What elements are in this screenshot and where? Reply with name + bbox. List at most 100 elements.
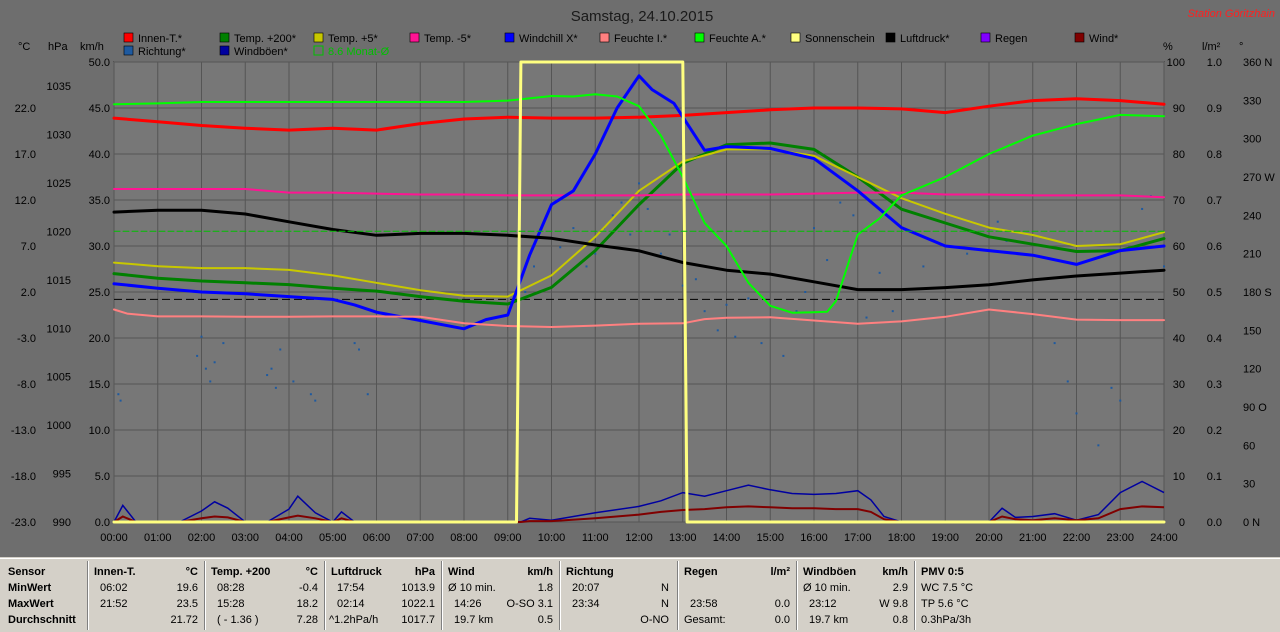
y-tick-label-dir: 180 S — [1243, 287, 1272, 299]
direction-point — [703, 310, 706, 313]
x-tick-label: 02:00 — [188, 532, 216, 544]
direction-point — [279, 348, 282, 351]
legend-swatch — [409, 32, 420, 43]
stats-temp200-max-value: 18.2 — [296, 598, 318, 610]
x-tick-label: 10:00 — [538, 532, 566, 544]
series-line-temp-200 — [112, 141, 1166, 306]
y-tick-label-speed: 30.0 — [89, 241, 110, 253]
legend-swatch — [313, 45, 324, 56]
legend-label: Richtung* — [138, 46, 186, 58]
y-tick-label-percent: 60 — [1173, 241, 1185, 253]
y-tick-label-speed: 45.0 — [89, 103, 110, 115]
direction-point — [716, 329, 719, 332]
stats-luftdruck-avg-value: 1017.7 — [401, 614, 435, 626]
stats-separator — [87, 561, 89, 630]
direction-point — [782, 354, 785, 357]
stats-temp200-title: Temp. +200 — [211, 566, 271, 578]
stats-luftdruck-min-value: 1013.9 — [401, 582, 435, 594]
y-tick-label-percent: 10 — [1173, 471, 1185, 483]
x-tick-label: 08:00 — [450, 532, 478, 544]
legend-label: Regen — [995, 33, 1027, 45]
legend-label: Temp. +5* — [328, 33, 379, 45]
direction-point — [119, 399, 122, 402]
y-tick-label-pressure: 1015 — [47, 275, 71, 287]
stats-wind-max-value: O-SO 3.1 — [506, 598, 553, 610]
direction-point — [878, 271, 881, 274]
stats-innen-title: Innen-T. — [94, 566, 136, 578]
direction-point — [358, 348, 360, 351]
y-tick-label-speed: 5.0 — [95, 471, 110, 483]
stats-pmv-column: PMV 0:5 WC 7.5 °C TP 5.6 °C 0.3hPa/3h — [917, 559, 1037, 632]
x-tick-label: 12:00 — [625, 532, 653, 544]
direction-point — [839, 201, 842, 204]
direction-point — [668, 233, 671, 236]
direction-point — [852, 214, 855, 217]
stats-luftdruck-column: Luftdruck hPa 17:54 1013.9 02:14 1022.1 ^1.… — [327, 559, 439, 632]
stats-wind-column: Wind km/h Ø 10 min. 1.8 14:26 O-SO 3.1 19.7… — [444, 559, 557, 632]
y-tick-label-dir: 270 W — [1243, 172, 1275, 184]
stats-wind-distance: 19.7 km — [454, 614, 494, 626]
direction-point — [117, 393, 120, 396]
stats-innen-unit: °C — [185, 566, 198, 578]
stats-regen-title: Regen — [684, 566, 718, 578]
y-tick-label-temp: -18.0 — [11, 471, 36, 483]
legend-label: Temp. +200* — [234, 33, 297, 45]
stats-regen-column: Regen l/m² 23:58 0.0 Gesamt: 0.0 — [680, 559, 794, 632]
y-tick-label-percent: 100 — [1167, 57, 1185, 69]
stats-temp200-unit: °C — [305, 566, 318, 578]
direction-point — [1066, 380, 1069, 383]
x-tick-label: 18:00 — [888, 532, 916, 544]
stats-temp200-min-value: -0.4 — [299, 582, 318, 594]
direction-point — [524, 291, 527, 293]
stats-windboeen-avg-value: 0.8 — [892, 614, 908, 626]
direction-point — [694, 278, 697, 281]
y-tick-label-speed: 20.0 — [89, 333, 110, 345]
stats-innen-max-value: 23.5 — [176, 598, 198, 610]
x-tick-label: 01:00 — [144, 532, 172, 544]
x-tick-label: 07:00 — [406, 532, 434, 544]
stats-temp200-max-time: 15:28 — [217, 598, 245, 610]
y-tick-label-pressure: 1000 — [47, 420, 71, 432]
legend-label: Sonnenschein — [805, 33, 875, 45]
direction-point — [200, 335, 203, 338]
stats-richtung-max-value: N — [661, 598, 669, 610]
y-tick-label-dir: 330 — [1243, 95, 1261, 107]
y-tick-label-temp: 7.0 — [21, 241, 36, 253]
direction-point — [725, 303, 728, 306]
stats-windboeen-unit: km/h — [882, 566, 908, 578]
y-tick-label-temp: -13.0 — [11, 425, 36, 437]
unit-rain: l/m² — [1202, 41, 1221, 53]
stats-windboeen-title: Windböen — [803, 566, 857, 578]
stats-separator — [324, 561, 326, 630]
y-tick-label-dir: 300 — [1243, 134, 1261, 146]
x-tick-label: 19:00 — [931, 532, 959, 544]
y-tick-label-percent: 90 — [1173, 103, 1185, 115]
x-tick-label: 24:00 — [1150, 532, 1178, 544]
legend-label: Feuchte A.* — [709, 33, 767, 45]
direction-point — [795, 310, 798, 313]
y-tick-label-dir: 30 — [1243, 479, 1255, 491]
y-tick-label-temp: 12.0 — [15, 195, 36, 207]
legend-swatch — [313, 32, 324, 43]
series-line-windchill-x — [112, 74, 1166, 331]
stats-sensor-title: Sensor — [8, 566, 46, 578]
direction-point — [572, 227, 575, 230]
y-tick-label-percent: 50 — [1173, 287, 1185, 299]
y-tick-label-pressure: 1035 — [47, 81, 71, 93]
direction-point — [274, 386, 277, 389]
direction-point — [1163, 265, 1165, 268]
legend-label: Feuchte I.* — [614, 33, 668, 45]
y-tick-label-speed: 50.0 — [89, 57, 110, 69]
y-tick-label-pressure: 1010 — [47, 323, 71, 335]
legend-swatch — [219, 32, 230, 43]
stats-richtung-title: Richtung — [566, 566, 614, 578]
unit-dir: ° — [1239, 41, 1243, 53]
direction-point — [620, 201, 623, 204]
y-tick-label-pressure: 1005 — [47, 372, 71, 384]
stats-wind-max-time: 14:26 — [454, 598, 482, 610]
stats-pmv-title: PMV 0:5 — [921, 566, 964, 578]
stats-innen-max-time: 21:52 — [100, 598, 128, 610]
stats-pmv-tp: TP 5.6 °C — [921, 598, 969, 610]
weather-chart: Samstag, 24.10.2015 Station Göritzhain °… — [0, 0, 1280, 557]
stats-wind-title: Wind — [448, 566, 475, 578]
